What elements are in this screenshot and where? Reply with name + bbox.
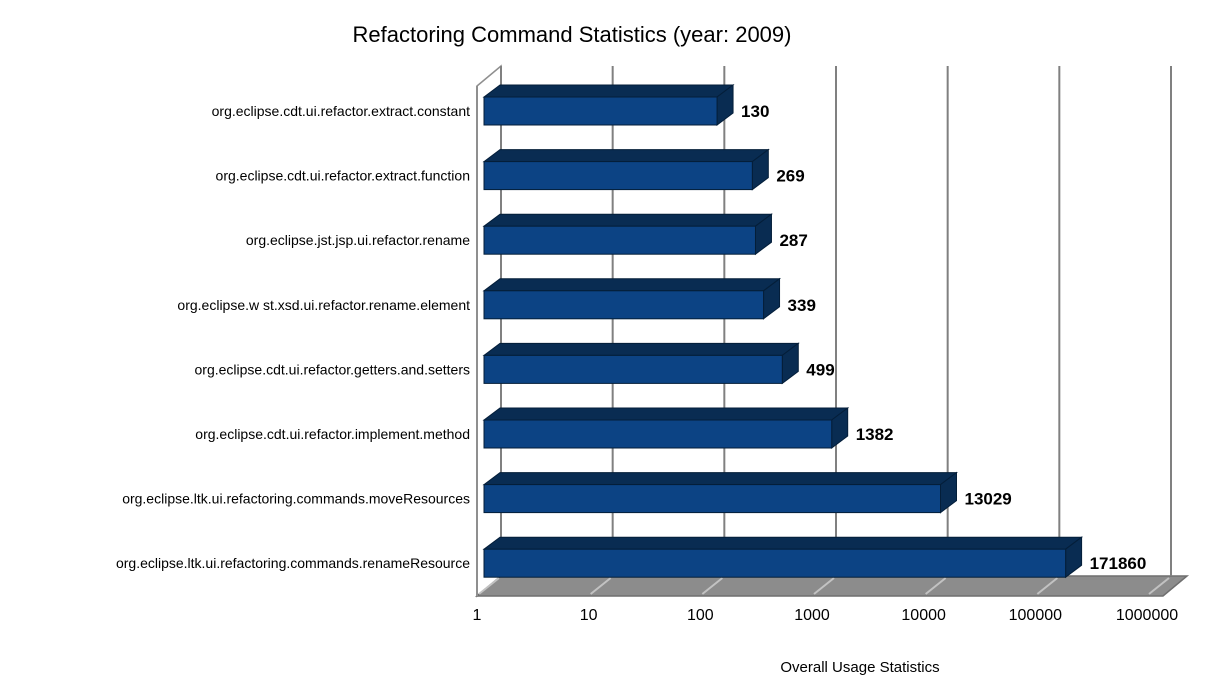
- floor-tick-hatch: [1148, 577, 1170, 595]
- bar-top-face: [482, 536, 1084, 550]
- value-label: 287: [779, 231, 807, 250]
- bar-top-face: [482, 278, 782, 292]
- value-label: 171860: [1090, 554, 1147, 573]
- bar-front-face: [483, 290, 765, 320]
- bar-front-face: [483, 484, 941, 514]
- bar-front-face: [483, 354, 783, 384]
- floor-tick-hatch: [925, 577, 947, 595]
- bar-top-face: [482, 342, 800, 356]
- category-label: org.eclipse.jst.jsp.ui.refactor.rename: [246, 232, 470, 248]
- bar-front-face: [483, 419, 833, 449]
- floor-tick-hatch: [590, 577, 612, 595]
- bar-top-face: [482, 407, 850, 421]
- chart-title: Refactoring Command Statistics (year: 20…: [353, 22, 792, 47]
- x-tick-label: 10000: [901, 607, 946, 624]
- value-label: 1382: [856, 425, 894, 444]
- value-label: 13029: [964, 490, 1011, 509]
- value-label: 499: [806, 360, 834, 379]
- value-label: 339: [788, 296, 816, 315]
- bar-front-face: [483, 548, 1067, 578]
- floor-tick-hatch: [701, 577, 723, 595]
- left-wall: [476, 64, 502, 598]
- floor-tick-hatch: [1036, 577, 1058, 595]
- x-tick-label: 1000: [794, 607, 830, 624]
- bar-top-face: [482, 213, 773, 227]
- bar-front-face: [483, 161, 753, 191]
- x-tick-label: 100: [687, 607, 714, 624]
- category-label: org.eclipse.ltk.ui.refactoring.commands.…: [122, 491, 470, 507]
- category-label: org.eclipse.cdt.ui.refactor.getters.and.…: [195, 361, 470, 377]
- x-tick-label: 100000: [1009, 607, 1062, 624]
- floor-tick-hatch: [478, 577, 500, 595]
- category-label: org.eclipse.ltk.ui.refactoring.commands.…: [116, 555, 470, 571]
- category-label: org.eclipse.cdt.ui.refactor.implement.me…: [195, 426, 470, 442]
- category-label: org.eclipse.w st.xsd.ui.refactor.rename.…: [177, 297, 470, 313]
- bar-top-face: [482, 84, 735, 98]
- value-label: 130: [741, 102, 769, 121]
- bar-front-face: [483, 96, 718, 126]
- bar-top-face: [482, 472, 958, 486]
- category-label: org.eclipse.cdt.ui.refactor.extract.cons…: [212, 103, 470, 119]
- x-tick-label: 1000000: [1116, 607, 1178, 624]
- value-label: 269: [776, 167, 804, 186]
- bar-front-face: [483, 225, 756, 255]
- bar-top-face: [482, 149, 770, 163]
- x-tick-label: 10: [580, 607, 598, 624]
- floor-tick-hatch: [813, 577, 835, 595]
- category-label: org.eclipse.cdt.ui.refactor.extract.func…: [216, 168, 470, 184]
- x-axis-label: Overall Usage Statistics: [780, 659, 939, 676]
- x-tick-label: 1: [473, 607, 482, 624]
